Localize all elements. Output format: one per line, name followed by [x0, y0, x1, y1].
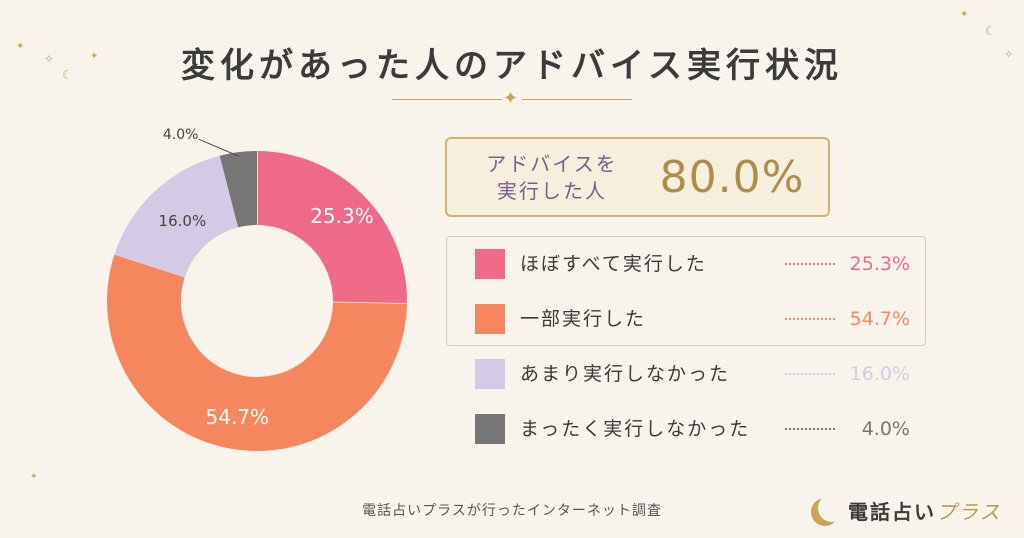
crescent-moon-icon: ☾	[62, 68, 73, 82]
legend-leader-dots	[785, 318, 835, 320]
legend-swatch	[475, 359, 505, 389]
brand-name-main: 電話占い	[848, 500, 936, 524]
donut-slice	[114, 155, 239, 278]
legend-highlight-box	[446, 236, 926, 346]
legend-value: 54.7%	[849, 308, 910, 330]
legend-label: 一部実行した	[520, 308, 647, 330]
crescent-moon-icon: ☾	[985, 24, 996, 38]
summary-label-line1: アドバイスを	[486, 152, 618, 176]
brand-logo: 電話占いプラス	[818, 492, 1018, 532]
sparkle-icon: ✦	[960, 9, 969, 20]
donut-slice	[257, 151, 407, 304]
legend-swatch	[475, 304, 505, 334]
legend-label: まったく実行しなかった	[520, 418, 751, 440]
summary-label-line2: 実行した人	[497, 179, 607, 203]
legend-leader-dots	[785, 263, 835, 265]
slice-leader-line	[198, 138, 239, 157]
brand-name-accent: プラス	[936, 500, 1002, 524]
title-divider-right	[522, 99, 632, 100]
donut-chart: 25.3% 54.7% 16.0% 4.0%	[106, 127, 407, 452]
legend-leader-dots	[785, 428, 835, 430]
summary-label: アドバイスを 実行した人	[477, 151, 627, 205]
summary-value: 80.0%	[659, 152, 805, 203]
legend-swatch	[475, 414, 505, 444]
legend-leader-dots	[785, 373, 835, 375]
title-divider-left	[392, 99, 502, 100]
slice-value-label: 25.3%	[310, 204, 374, 228]
legend-swatch	[475, 249, 505, 279]
source-note: 電話占いプラスが行ったインターネット調査	[362, 503, 662, 519]
slice-value-label: 54.7%	[206, 405, 270, 429]
legend-value: 25.3%	[849, 253, 910, 275]
legend-value: 4.0%	[861, 418, 910, 440]
legend-label: あまり実行しなかった	[520, 363, 731, 385]
legend-value: 16.0%	[849, 363, 910, 385]
donut-slice	[106, 254, 407, 452]
sparkle-icon: ✦	[30, 472, 38, 482]
legend-item: 一部実行した 54.7%	[475, 304, 925, 334]
chart-title: 変化があった人のアドバイス実行状況	[181, 46, 843, 86]
donut-slice	[219, 151, 257, 228]
slice-value-label: 16.0%	[159, 212, 207, 230]
summary-box: アドバイスを 実行した人 80.0%	[445, 137, 830, 217]
sparkle-icon: ✦	[16, 41, 25, 52]
star-icon: ✧	[44, 52, 55, 66]
legend-item: まったく実行しなかった 4.0%	[475, 414, 925, 444]
crescent-moon-icon	[818, 494, 846, 522]
diamond-sparkle-icon: ✦	[503, 88, 519, 109]
sparkle-icon: ✦	[90, 51, 99, 62]
legend-item: ほぼすべて実行した 25.3%	[475, 249, 925, 279]
legend-item: あまり実行しなかった 16.0%	[475, 359, 925, 389]
slice-value-label: 4.0%	[163, 127, 199, 143]
star-icon: ✧	[1004, 48, 1014, 61]
legend-label: ほぼすべて実行した	[520, 253, 707, 275]
brand-name: 電話占いプラス	[848, 496, 1002, 525]
